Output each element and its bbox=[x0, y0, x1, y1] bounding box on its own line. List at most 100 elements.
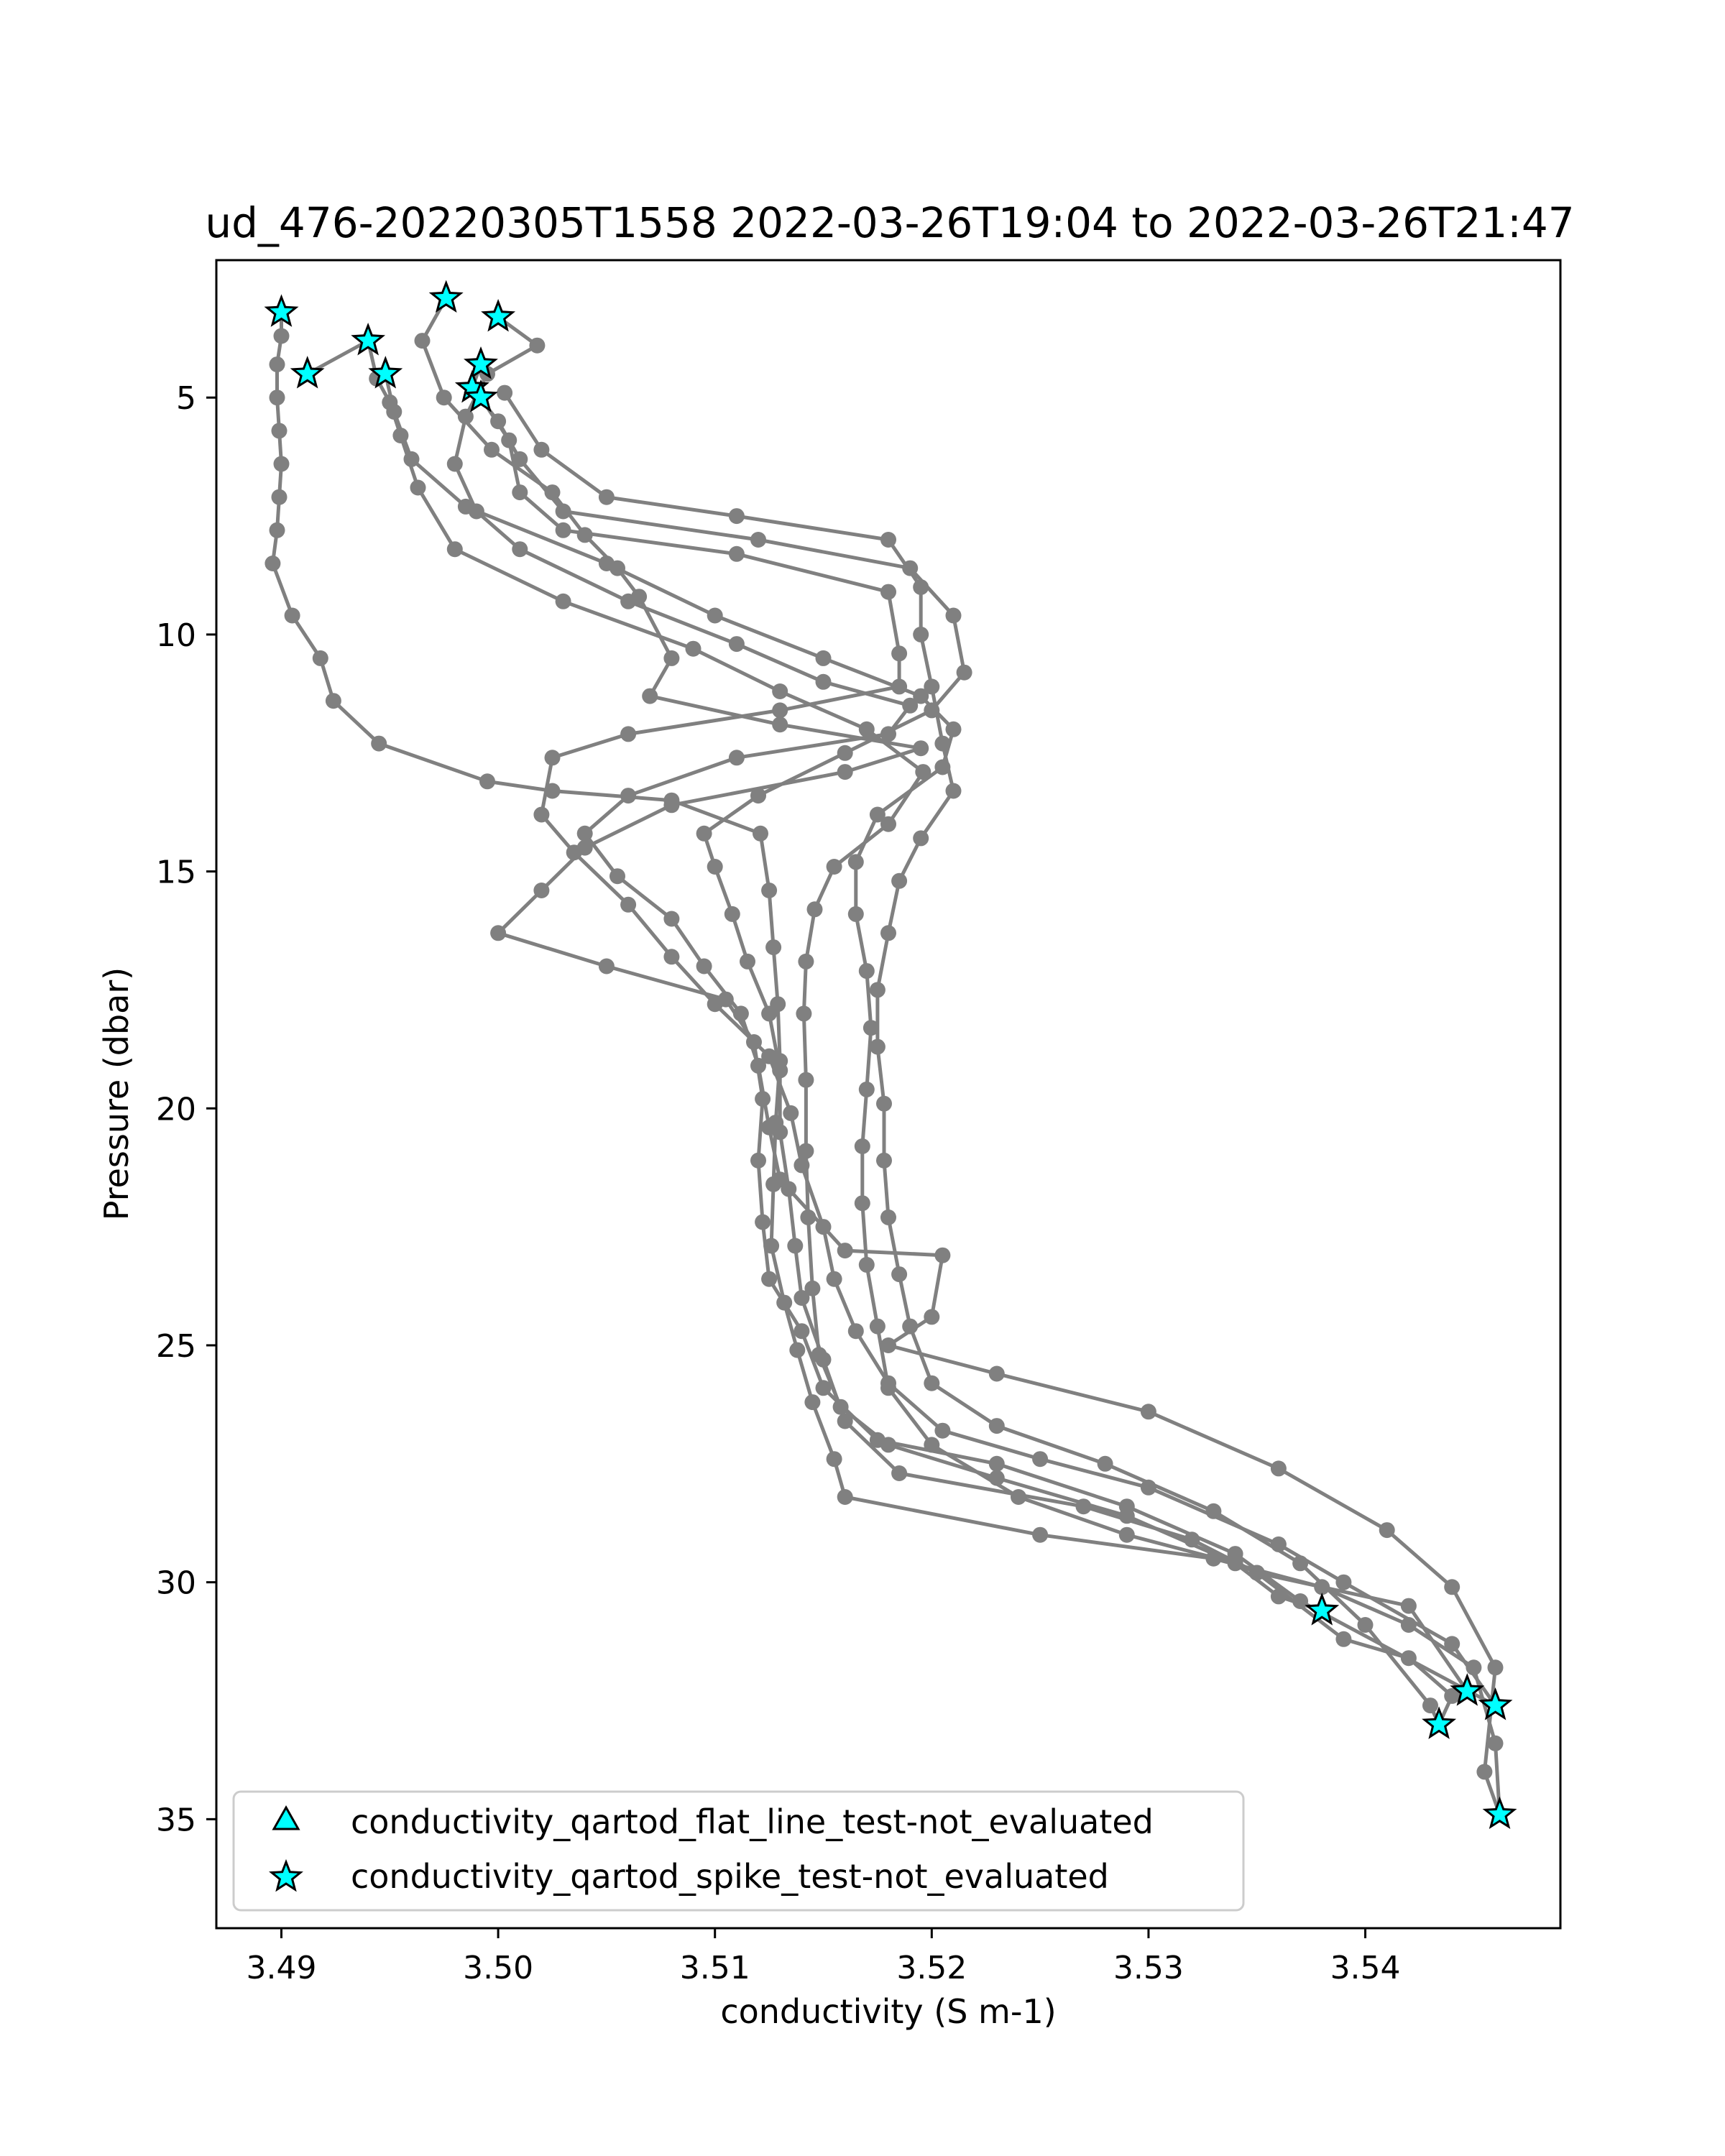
profile-point-5-9 bbox=[956, 664, 972, 681]
spike-flag-star-14 bbox=[1482, 1796, 1517, 1830]
profile-point-7-22 bbox=[924, 1437, 940, 1453]
profile-point-3-3 bbox=[436, 390, 452, 406]
profile-point-7-16 bbox=[858, 1081, 875, 1097]
profile-point-2-21 bbox=[804, 1280, 821, 1296]
profile-point-2-28 bbox=[1335, 1631, 1352, 1647]
profile-point-1-29 bbox=[837, 1489, 853, 1505]
profile-point-3-22 bbox=[750, 1152, 766, 1169]
profile-point-5-7 bbox=[902, 560, 919, 576]
profile-point-5-4 bbox=[512, 451, 528, 467]
profile-point-4-26 bbox=[880, 1337, 896, 1353]
profile-point-1-8 bbox=[269, 522, 285, 538]
y-tick-label-4: 20 bbox=[156, 1091, 196, 1128]
profile-point-5-23 bbox=[815, 1351, 832, 1368]
profile-point-8-13 bbox=[880, 925, 896, 941]
x-axis-label: conductivity (S m-1) bbox=[720, 1992, 1056, 2031]
profile-point-5-10 bbox=[924, 702, 940, 719]
profile-point-5-28 bbox=[1248, 1565, 1265, 1581]
profile-point-7-12 bbox=[847, 854, 864, 870]
profile-point-5-21 bbox=[787, 1238, 804, 1254]
profile-point-8-26 bbox=[1357, 1617, 1374, 1633]
profile-point-4-14 bbox=[620, 788, 637, 804]
profile-point-5-16 bbox=[740, 953, 755, 969]
legend: conductivity_qartod_flat_line_test-not_e… bbox=[232, 1790, 1245, 1912]
profile-point-1-6 bbox=[273, 456, 290, 472]
profile-point-5-5 bbox=[555, 503, 571, 520]
profile-point-1-19 bbox=[765, 939, 782, 956]
profile-point-4-4 bbox=[457, 408, 474, 425]
profile-point-4-23 bbox=[837, 1243, 853, 1259]
profile-point-8-7 bbox=[913, 626, 929, 642]
profile-point-8-17 bbox=[876, 1152, 892, 1169]
x-tick-label-3: 3.51 bbox=[680, 1950, 750, 1986]
profile-point-2-5 bbox=[392, 428, 409, 443]
profile-point-5-22 bbox=[794, 1290, 810, 1306]
profile-point-2-20 bbox=[800, 1209, 816, 1225]
profile-point-2-7 bbox=[446, 541, 463, 558]
y-axis-label: Pressure (dbar) bbox=[97, 967, 136, 1220]
spike-flag-star-11 bbox=[1450, 1673, 1485, 1706]
profile-point-8-16 bbox=[876, 1095, 892, 1112]
y-tick-label-7: 35 bbox=[156, 1802, 196, 1838]
profile-point-3-23 bbox=[755, 1214, 771, 1230]
profile-point-1-4 bbox=[269, 390, 285, 406]
profile-point-1-17 bbox=[753, 825, 768, 842]
profile-point-7-5 bbox=[598, 556, 615, 571]
spike-flag-star-2 bbox=[351, 322, 386, 356]
profile-point-5-15 bbox=[724, 906, 740, 922]
profile-point-2-10 bbox=[772, 683, 788, 699]
profile-point-1-15 bbox=[544, 783, 561, 799]
profile-point-6-4 bbox=[555, 522, 571, 538]
profile-point-2-13 bbox=[880, 816, 896, 832]
legend-triangle-marker-icon bbox=[272, 1805, 300, 1830]
profile-point-4-28 bbox=[1140, 1404, 1156, 1420]
profile-point-8-9 bbox=[934, 735, 951, 752]
profile-point-3-14 bbox=[663, 797, 680, 814]
x-tick-label-2: 3.50 bbox=[463, 1950, 533, 1986]
profile-point-1-3 bbox=[269, 356, 285, 373]
profile-point-8-12 bbox=[891, 872, 908, 889]
profile-point-3-21 bbox=[755, 1091, 771, 1107]
profile-point-1-18 bbox=[761, 883, 778, 898]
legend-star-shape bbox=[269, 1858, 303, 1892]
profile-point-8-5 bbox=[880, 532, 896, 548]
profile-point-7-6 bbox=[707, 607, 723, 624]
profile-point-4-24 bbox=[934, 1247, 951, 1263]
profile-point-7-26 bbox=[1270, 1588, 1287, 1605]
profile-point-3-27 bbox=[869, 1432, 886, 1448]
profile-point-4-29 bbox=[1270, 1460, 1287, 1477]
profile-point-4-33 bbox=[1476, 1764, 1493, 1780]
legend-label-spike: conductivity_qartod_spike_test-not_evalu… bbox=[351, 1857, 1109, 1896]
profile-point-1-5 bbox=[271, 423, 288, 439]
y-tick-label-6: 30 bbox=[156, 1565, 196, 1602]
profile-point-8-18 bbox=[880, 1209, 896, 1225]
profile-point-5-18 bbox=[772, 1062, 788, 1079]
profile-point-6-29 bbox=[1444, 1636, 1460, 1652]
profile-point-5-17 bbox=[761, 1005, 778, 1022]
plot-frame bbox=[215, 259, 1562, 1930]
profile-line-4 bbox=[453, 315, 1501, 1815]
profile-point-3-18 bbox=[598, 958, 615, 975]
profile-point-2-8 bbox=[555, 593, 571, 609]
spike-flag-star-7 bbox=[464, 346, 498, 379]
profile-point-6-19 bbox=[794, 1157, 810, 1174]
profile-point-5-14 bbox=[707, 859, 723, 875]
spike-flag-star-13 bbox=[1422, 1706, 1457, 1739]
profile-point-4-18 bbox=[696, 958, 712, 975]
profile-point-3-29 bbox=[1118, 1498, 1135, 1515]
spike-flag-star-1 bbox=[264, 294, 299, 327]
profile-point-8-2 bbox=[533, 441, 550, 458]
y-tick-label-1: 5 bbox=[176, 380, 196, 417]
profile-point-8-22 bbox=[988, 1418, 1005, 1434]
profile-point-8-14 bbox=[869, 982, 886, 998]
spike-flag-star-9 bbox=[464, 379, 498, 413]
profile-point-6-24 bbox=[934, 1422, 951, 1439]
profile-point-3-24 bbox=[761, 1271, 778, 1287]
profile-point-5-27 bbox=[1184, 1531, 1200, 1548]
profile-point-1-13 bbox=[371, 735, 387, 752]
profile-point-8-23 bbox=[1097, 1455, 1113, 1472]
profile-point-3-10 bbox=[642, 688, 658, 704]
profile-point-4-5 bbox=[446, 456, 463, 472]
profile-point-1-7 bbox=[271, 489, 288, 505]
